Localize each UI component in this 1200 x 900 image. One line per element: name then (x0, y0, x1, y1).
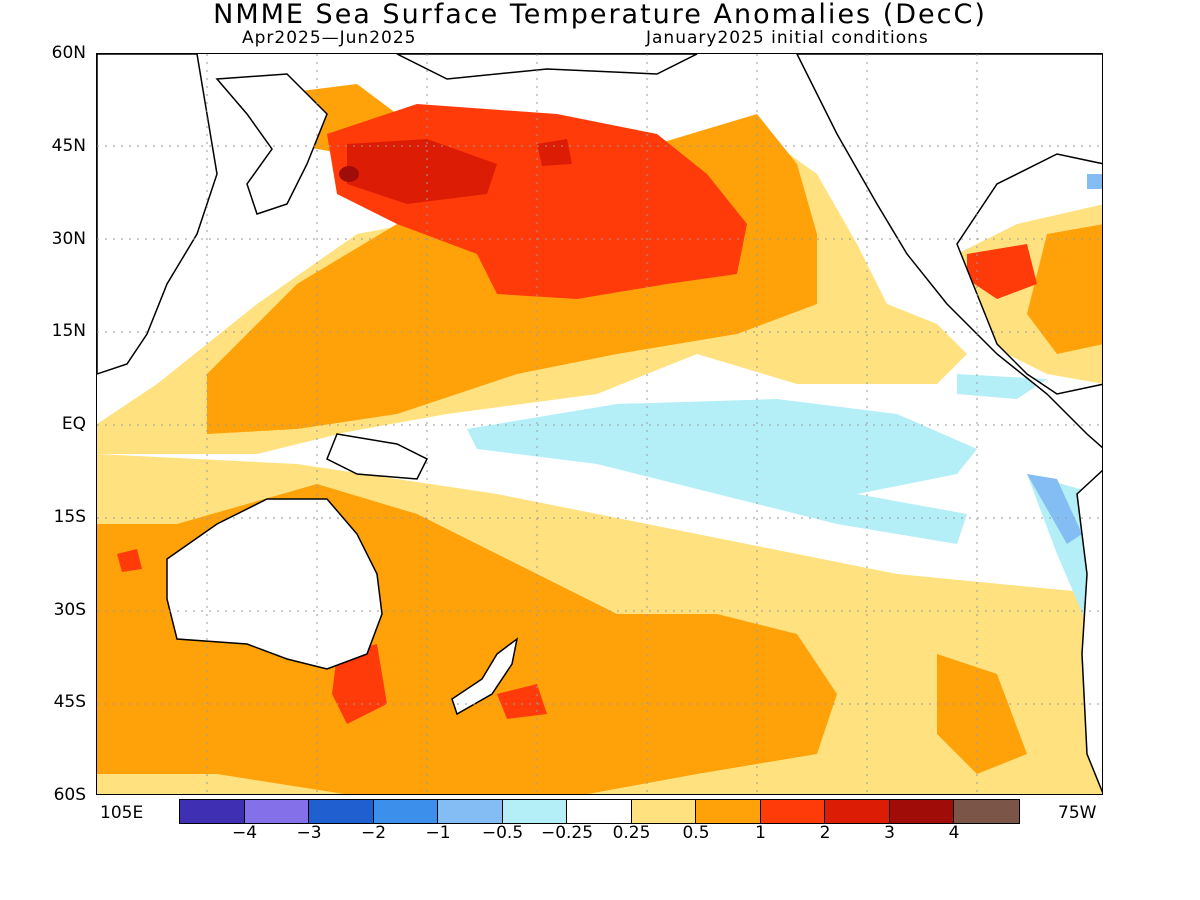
color-scale-swatch (567, 800, 632, 823)
anomaly-region-neg-0-25 (467, 374, 1102, 624)
australia-outline (166, 498, 383, 670)
lat-label-30s: 30S (53, 599, 86, 620)
color-scale-tick-label: −3 (296, 823, 322, 843)
color-scale-tick-label: −1 (425, 823, 451, 843)
initial-conditions: January2025 initial conditions (646, 28, 929, 48)
color-scale-swatch (631, 800, 696, 823)
anomaly-region-3 (339, 166, 359, 182)
color-scale-tick-label: 1 (755, 823, 766, 843)
color-scale-tick-label: −0.25 (540, 823, 594, 843)
color-scale-tick-label: 3 (884, 823, 895, 843)
lat-label-15n: 15N (51, 321, 86, 342)
anomaly-region-neg-0-5 (1027, 174, 1102, 544)
alaska-aleutian-outline (396, 54, 698, 80)
new-guinea-outline (326, 433, 429, 480)
color-scale-tick-label: 0.25 (612, 823, 651, 843)
japan-outline (215, 73, 328, 215)
color-scale-tick-label: 4 (948, 823, 960, 843)
color-scale-swatch (180, 800, 245, 823)
lon-label-east: 75W (1058, 803, 1097, 823)
color-scale-legend (179, 799, 1020, 824)
color-scale-tick-label: −4 (231, 823, 258, 843)
color-scale-tick-label: −0.5 (481, 823, 524, 843)
color-scale-tick-label: 0.5 (682, 823, 710, 843)
lat-label-45n: 45N (51, 135, 86, 156)
land-outlines (97, 54, 1102, 794)
lat-label-15s: 15S (53, 506, 86, 527)
lat-label-45s: 45S (53, 692, 86, 713)
lon-label-west: 105E (100, 803, 144, 823)
color-scale-swatch (954, 800, 1019, 823)
color-scale-swatch (889, 800, 954, 823)
lat-label-60s: 60S (53, 785, 86, 805)
south-america-outline (1076, 469, 1102, 794)
lat-label-30n: 30N (51, 228, 86, 249)
lat-label-eq: EQ (61, 414, 86, 434)
color-scale-swatch (502, 800, 567, 823)
color-scale-tick-label: −2 (360, 823, 387, 843)
asia-outline (97, 54, 218, 375)
color-scale-swatch (760, 800, 825, 823)
north-america-outline (796, 54, 1102, 449)
sst-anomaly-map (96, 53, 1103, 795)
color-scale-swatch (696, 800, 761, 823)
map-title: NMME Sea Surface Temperature Anomalies (… (213, 0, 987, 30)
color-scale-swatch (373, 800, 438, 823)
color-scale-swatch (825, 800, 890, 823)
forecast-period: Apr2025—Jun2025 (242, 28, 417, 48)
color-scale-swatch (244, 800, 309, 823)
color-scale-swatch (438, 800, 503, 823)
color-scale-tick-label: 2 (819, 823, 831, 843)
lat-label-60n: 60N (51, 43, 86, 63)
color-scale-swatch (309, 800, 374, 823)
